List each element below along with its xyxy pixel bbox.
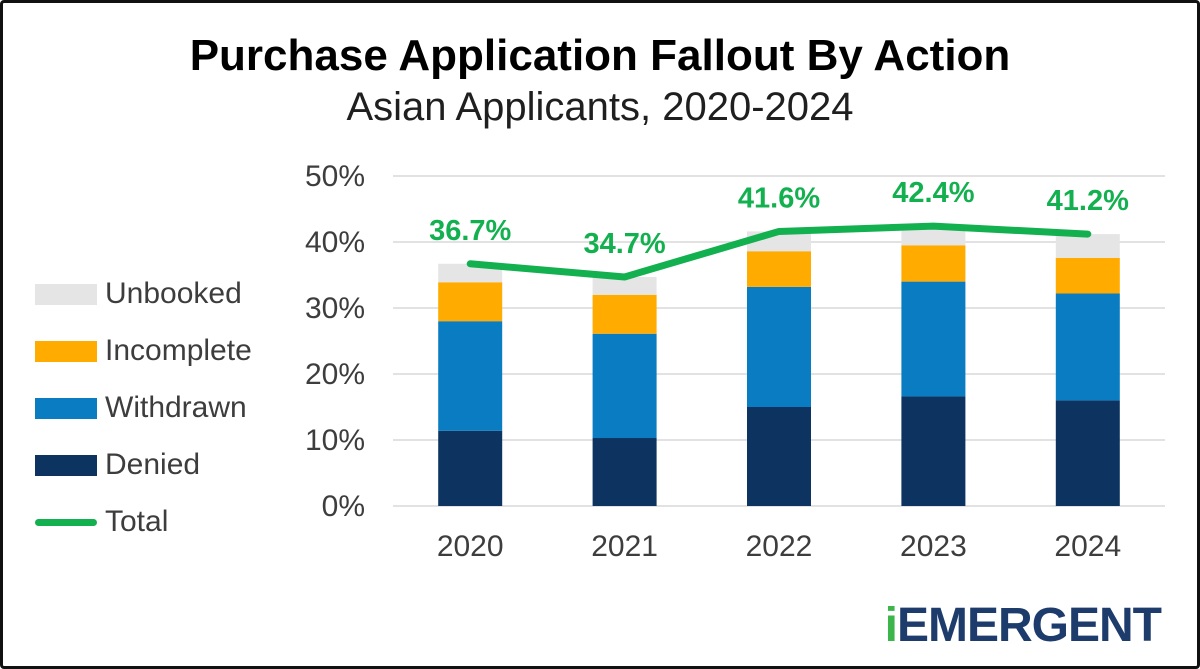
total-data-label: 34.7% <box>583 228 665 260</box>
bar-segment-incomplete <box>438 282 503 322</box>
chart-title: Purchase Application Fallout By Action <box>189 31 1011 80</box>
bar-segment-denied <box>592 438 657 506</box>
total-data-label: 41.6% <box>738 182 820 214</box>
y-axis-tick-label: 50% <box>305 160 365 193</box>
bar-segment-withdrawn <box>747 286 811 407</box>
legend-label: Total <box>105 505 169 538</box>
y-axis-tick-label: 40% <box>305 226 365 259</box>
legend-item-incomplete: Incomplete <box>35 331 252 371</box>
bar-segment-incomplete <box>1055 257 1120 294</box>
legend-label: Denied <box>105 448 201 481</box>
bar-segment-incomplete <box>901 245 966 282</box>
x-axis-tick-label: 2022 <box>746 530 813 563</box>
legend-label: Unbooked <box>105 277 242 310</box>
x-axis-tick-label: 2020 <box>437 530 504 563</box>
y-axis-tick-label: 20% <box>305 358 365 391</box>
unbooked-swatch-icon <box>35 283 97 305</box>
x-axis-tick-label: 2024 <box>1054 530 1121 563</box>
bar-segment-unbooked <box>901 226 966 246</box>
total-data-label: 36.7% <box>429 215 511 247</box>
logo-emergent: EMERGENT <box>896 599 1162 652</box>
total-line <box>466 222 1092 281</box>
legend-item-withdrawn: Withdrawn <box>35 388 252 428</box>
chart-subtitle: Asian Applicants, 2020-2024 <box>346 85 854 129</box>
stacked-bar-chart-plot: 0% 10% 20% 30% 40% 50% 2020 2021 2022 2023 2024 36.… <box>305 160 1165 563</box>
legend-item-total: Total <box>35 502 252 542</box>
y-axis-tick-label: 30% <box>305 292 365 325</box>
bar-segment-withdrawn <box>1055 293 1120 401</box>
total-line-swatch-icon <box>35 518 97 526</box>
bar-segment-incomplete <box>747 251 811 287</box>
x-axis-tick-label: 2021 <box>591 530 658 563</box>
incomplete-swatch-icon <box>35 340 97 362</box>
y-axis-tick-label: 10% <box>305 424 365 457</box>
iemergent-logo: iEMERGENT <box>884 599 1162 653</box>
legend-label: Withdrawn <box>105 391 247 424</box>
bar-segment-withdrawn <box>438 321 503 431</box>
legend: Unbooked Incomplete Withdrawn Denied Tot… <box>35 274 252 559</box>
logo-i: i <box>884 599 898 652</box>
x-axis-tick-label: 2023 <box>900 530 967 563</box>
y-axis-tick-label: 0% <box>322 490 365 523</box>
legend-item-denied: Denied <box>35 445 252 485</box>
bar-segment-incomplete <box>592 294 657 334</box>
legend-label: Incomplete <box>105 334 252 367</box>
legend-item-unbooked: Unbooked <box>35 274 252 314</box>
total-data-label: 41.2% <box>1047 185 1129 217</box>
denied-swatch-icon <box>35 454 97 476</box>
bar-segment-unbooked <box>592 276 657 295</box>
bar-segment-denied <box>1055 400 1120 506</box>
bar-segment-withdrawn <box>592 333 657 439</box>
bar-segment-withdrawn <box>901 281 966 397</box>
total-data-label: 42.4% <box>892 177 974 209</box>
bar-segment-denied <box>438 430 503 506</box>
bar-segment-denied <box>901 396 966 506</box>
bar-segment-denied <box>747 407 811 506</box>
withdrawn-swatch-icon <box>35 397 97 419</box>
bar-segment-unbooked <box>1055 234 1120 258</box>
